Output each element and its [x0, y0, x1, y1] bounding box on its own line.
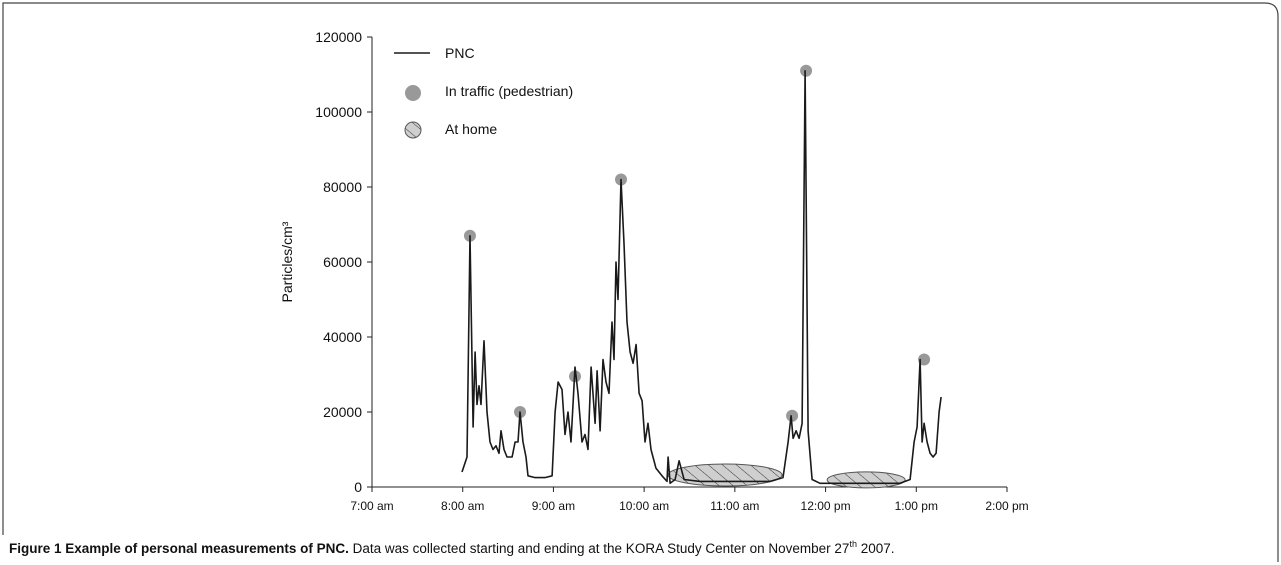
caption: Figure 1 Example of personal measurement… [9, 539, 895, 556]
traffic-marker [786, 409, 799, 422]
home-marker [826, 471, 906, 489]
caption-text-end: 2007. [861, 541, 895, 556]
x-tick-label: 12:00 pm [801, 499, 851, 513]
legend-label: At home [445, 121, 497, 137]
x-tick-label: 8:00 am [441, 499, 484, 513]
legend-label: PNC [445, 45, 475, 61]
x-tick-label: 9:00 am [532, 499, 575, 513]
y-tick-label: 20000 [323, 404, 362, 420]
traffic-marker [800, 64, 813, 77]
traffic-marker [918, 353, 931, 366]
legend-marker [404, 121, 422, 139]
caption-text: Data was collected starting and ending a… [353, 541, 850, 556]
x-tick-label: 10:00 am [619, 499, 669, 513]
y-tick-label: 100000 [315, 104, 362, 120]
y-tick-label: 80000 [323, 179, 362, 195]
legend-marker [405, 85, 421, 101]
y-tick-label: 60000 [323, 254, 362, 270]
caption-title: Example of personal measurements of PNC. [65, 541, 349, 556]
y-tick-label: 0 [354, 479, 362, 495]
x-tick-label: 7:00 am [350, 499, 393, 513]
home-marker [667, 463, 783, 487]
y-tick-label: 120000 [315, 29, 362, 45]
x-tick-label: 11:00 am [710, 499, 759, 513]
y-axis-label: Particles/cm³ [279, 221, 295, 302]
caption-label: Figure 1 [9, 541, 62, 556]
legend-label: In traffic (pedestrian) [445, 83, 573, 99]
x-tick-label: 2:00 pm [985, 499, 1028, 513]
x-tick-label: 1:00 pm [895, 499, 938, 513]
pnc-line [461, 70, 942, 485]
caption-superscript: th [849, 539, 857, 549]
y-tick-label: 40000 [323, 329, 362, 345]
